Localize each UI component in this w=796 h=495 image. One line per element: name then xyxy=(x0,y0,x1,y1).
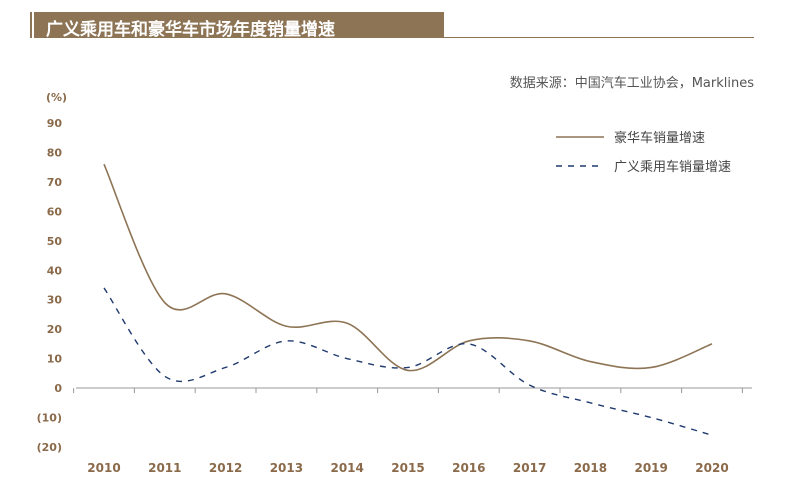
x-tick-label: 2017 xyxy=(513,461,546,475)
x-axis-ticks: 2010 2011 2012 2013 2014 2015 2016 2017 2018 2019… xyxy=(73,388,743,475)
y-tick-label: 50 xyxy=(47,235,63,248)
x-tick-label: 2019 xyxy=(634,461,667,475)
legend-label: 豪华车销量增速 xyxy=(614,130,705,146)
series-line-luxury xyxy=(103,163,713,372)
x-tick-label: 2015 xyxy=(391,461,424,475)
series-group xyxy=(103,163,713,436)
x-tick-label: 2013 xyxy=(270,461,303,475)
x-tick-label: 2014 xyxy=(330,461,363,475)
x-tick-label: 2016 xyxy=(452,461,485,475)
y-tick-label: 40 xyxy=(47,264,63,277)
legend-label: 广义乘用车销量增速 xyxy=(614,159,731,175)
y-tick-label: 80 xyxy=(47,146,63,159)
y-axis-ticks: 90 80 70 60 50 40 30 20 10 0 (10) (20) xyxy=(37,117,63,454)
x-tick-label: 2010 xyxy=(87,461,120,475)
y-tick-label: 70 xyxy=(47,176,63,189)
x-tick-label: 2020 xyxy=(695,461,728,475)
series-line-passenger xyxy=(103,287,713,436)
y-tick-label: 60 xyxy=(47,205,63,218)
title-underline xyxy=(444,37,754,38)
title-bar: 广义乘用车和豪华车市场年度销量增速 xyxy=(30,12,444,40)
data-source: 数据来源：中国汽车工业协会，Marklines xyxy=(509,76,754,91)
x-tick-label: 2018 xyxy=(574,461,607,475)
y-tick-label: 20 xyxy=(47,323,63,336)
y-tick-label: 0 xyxy=(54,382,62,395)
y-tick-label: 30 xyxy=(47,294,63,307)
y-tick-label: 90 xyxy=(47,117,63,130)
title-accent xyxy=(30,12,32,38)
y-tick-label: (10) xyxy=(37,412,62,425)
y-tick-label: 10 xyxy=(47,353,63,366)
x-tick-label: 2011 xyxy=(148,461,181,475)
chart-title: 广义乘用车和豪华车市场年度销量增速 xyxy=(46,20,335,40)
y-tick-label: (20) xyxy=(37,441,62,454)
x-tick-label: 2012 xyxy=(209,461,242,475)
y-axis-unit: (%) xyxy=(46,91,67,104)
